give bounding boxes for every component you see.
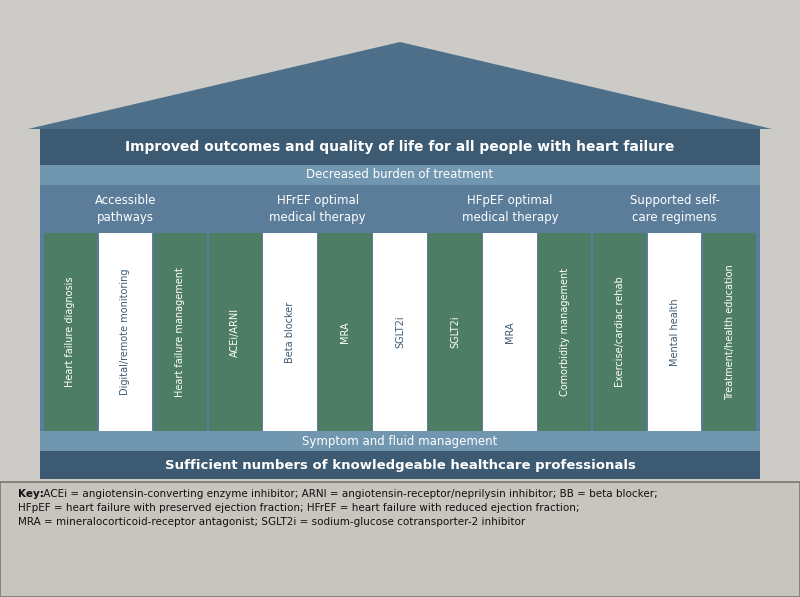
Bar [40, 129, 760, 479]
Text: Digital/remote monitoring: Digital/remote monitoring [120, 269, 130, 395]
Bar [703, 233, 756, 431]
Bar [209, 233, 262, 431]
Bar [648, 233, 702, 431]
Bar [318, 233, 372, 431]
Bar [593, 233, 646, 431]
Text: MRA = mineralocorticoid-receptor antagonist; SGLT2i = sodium-glucose cotransport: MRA = mineralocorticoid-receptor antagon… [18, 517, 526, 527]
Bar [44, 233, 97, 431]
Text: Exercise/cardiac rehab: Exercise/cardiac rehab [614, 276, 625, 387]
Text: SGLT2i: SGLT2i [450, 316, 460, 348]
Text: HFpEF = heart failure with preserved ejection fraction; HFrEF = heart failure wi: HFpEF = heart failure with preserved eje… [18, 503, 579, 513]
Text: MRA: MRA [340, 321, 350, 343]
Polygon shape [28, 42, 772, 129]
Bar [538, 233, 591, 431]
Bar [154, 233, 207, 431]
Text: HFrEF optimal
medical therapy: HFrEF optimal medical therapy [270, 194, 366, 224]
Bar [428, 233, 482, 431]
Text: Comorbidity management: Comorbidity management [560, 268, 570, 396]
Text: Heart failure diagnosis: Heart failure diagnosis [66, 277, 75, 387]
Bar [40, 431, 760, 451]
Bar [374, 233, 426, 431]
Text: HFpEF optimal
medical therapy: HFpEF optimal medical therapy [462, 194, 558, 224]
Bar [483, 233, 537, 431]
Text: ACEi = angiotensin-converting enzyme inhibitor; ARNI = angiotensin-receptor/nepr: ACEi = angiotensin-converting enzyme inh… [40, 489, 658, 499]
Bar [98, 233, 152, 431]
Text: Sufficient numbers of knowledgeable healthcare professionals: Sufficient numbers of knowledgeable heal… [165, 458, 635, 472]
Text: ACEi/ARNI: ACEi/ARNI [230, 307, 240, 356]
Text: Decreased burden of treatment: Decreased burden of treatment [306, 168, 494, 181]
Text: Supported self-
care regimens: Supported self- care regimens [630, 194, 719, 224]
Bar [40, 451, 760, 479]
Text: Symptom and fluid management: Symptom and fluid management [302, 435, 498, 448]
Text: Beta blocker: Beta blocker [285, 301, 295, 362]
Text: SGLT2i: SGLT2i [395, 316, 405, 348]
Bar [0, 482, 800, 597]
Bar [40, 129, 760, 165]
Bar [40, 165, 760, 185]
Text: Key:: Key: [18, 489, 44, 499]
Text: Mental health: Mental health [670, 298, 680, 366]
Text: MRA: MRA [505, 321, 515, 343]
Text: Accessible
pathways: Accessible pathways [94, 194, 156, 224]
Text: Improved outcomes and quality of life for all people with heart failure: Improved outcomes and quality of life fo… [126, 140, 674, 154]
Text: Heart failure management: Heart failure management [175, 267, 186, 397]
Text: Treatment/health education: Treatment/health education [725, 264, 734, 400]
Bar [263, 233, 317, 431]
